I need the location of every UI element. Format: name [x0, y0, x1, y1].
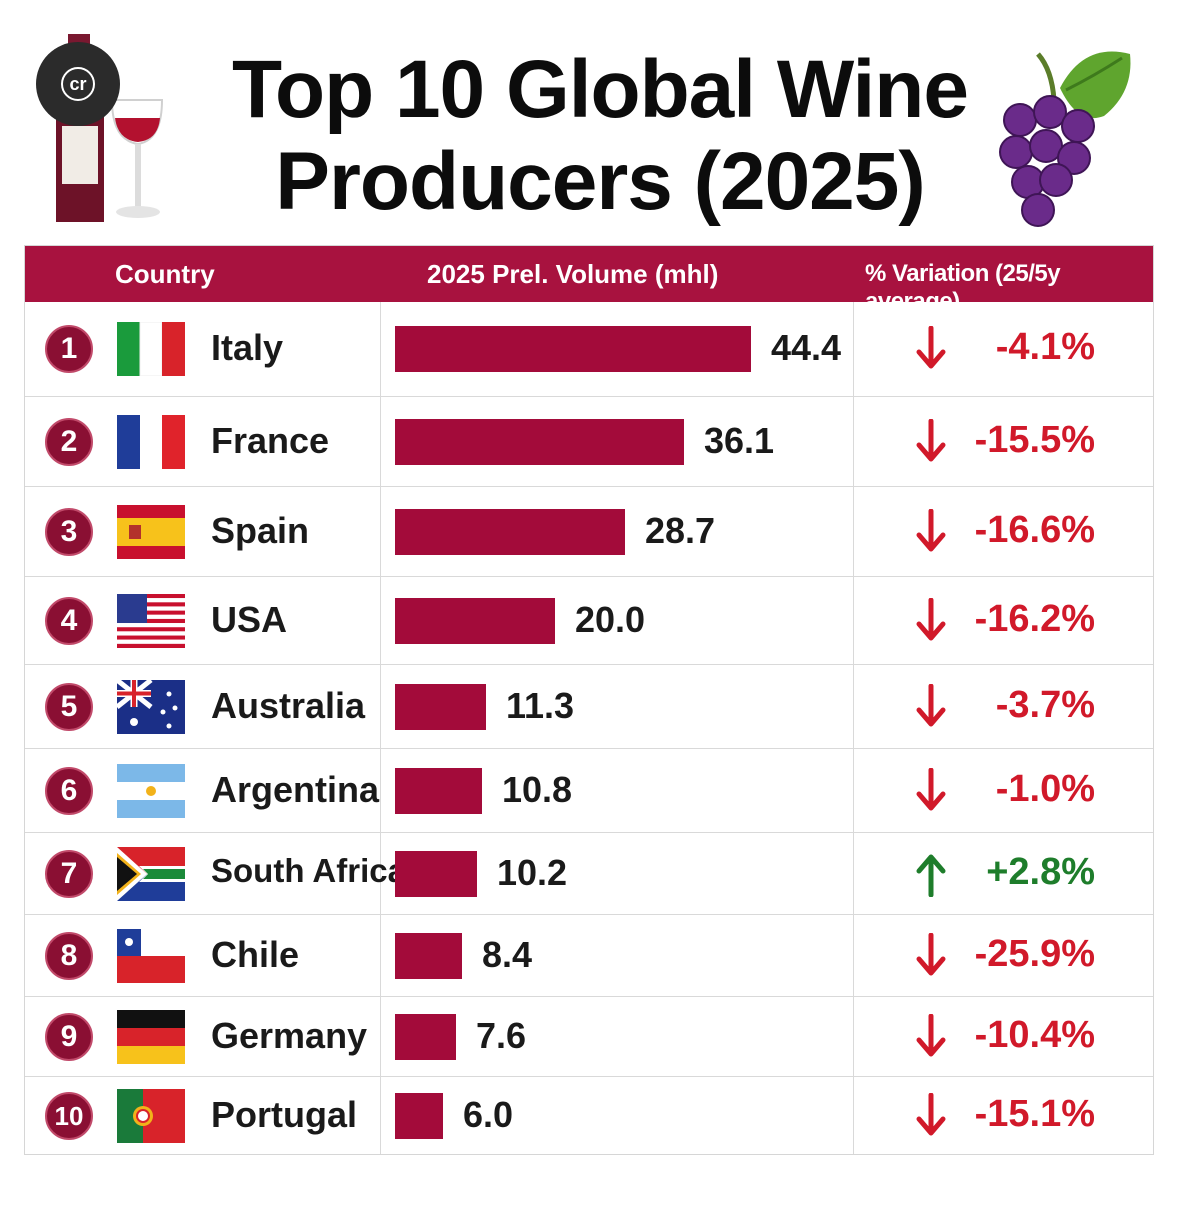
volume-bar — [395, 768, 482, 814]
variation-value: -16.2% — [974, 598, 1095, 640]
producers-table: Country 2025 Prel. Volume (mhl) % Variat… — [24, 245, 1154, 1155]
table-row: 9 Germany 7.6 -10.4% — [25, 996, 1153, 1076]
arrow-down-icon — [913, 325, 949, 372]
chart-title: Top 10 Global Wine Producers (2025) — [200, 44, 1000, 228]
arrow-down-icon — [913, 683, 949, 730]
volume-label: 7.6 — [476, 1015, 527, 1056]
variation-value: -15.1% — [974, 1093, 1095, 1135]
variation-value: -25.9% — [974, 933, 1095, 975]
volume-bar — [395, 598, 555, 644]
table-row: 4 USA 20.0 -16.2% — [25, 576, 1153, 664]
variation-value: -16.6% — [974, 509, 1095, 551]
germany-flag-icon — [117, 1010, 185, 1064]
title-line-2: Producers (2025) — [275, 136, 925, 227]
table-header: Country 2025 Prel. Volume (mhl) % Variat… — [25, 246, 1153, 315]
volume-label: 28.7 — [645, 510, 716, 551]
column-divider — [853, 302, 854, 1154]
header-variation: % Variation (25/5y average) — [865, 260, 1061, 315]
italy-flag-icon — [117, 322, 185, 376]
volume-label: 8.4 — [482, 934, 533, 975]
volume-label: 36.1 — [704, 420, 775, 461]
creator-badge: cr — [36, 42, 120, 126]
column-divider — [380, 302, 381, 1154]
arrow-up-icon — [913, 851, 949, 898]
rank-badge: 2 — [45, 418, 93, 466]
volume-label: 11.3 — [506, 685, 575, 726]
rank-badge: 4 — [45, 597, 93, 645]
argentina-flag-icon — [117, 764, 185, 818]
country-name: Spain — [211, 510, 310, 551]
variation-value: -10.4% — [974, 1014, 1095, 1056]
volume-bar — [395, 419, 684, 465]
badge-label: cr — [61, 67, 95, 101]
table-row: 7 South Africa 10.2 +2.8% — [25, 832, 1153, 914]
usa-flag-icon — [117, 594, 185, 648]
volume-label: 10.8 — [502, 769, 573, 810]
country-name: Germany — [211, 1015, 368, 1056]
south-africa-flag-icon — [117, 847, 185, 901]
volume-bar — [395, 509, 625, 555]
arrow-down-icon — [913, 508, 949, 555]
variation-value: -1.0% — [995, 768, 1095, 810]
volume-bar — [395, 684, 486, 730]
rank-badge: 5 — [45, 683, 93, 731]
arrow-down-icon — [913, 418, 949, 465]
variation-value: -3.7% — [995, 684, 1095, 726]
country-name: Italy — [211, 327, 284, 368]
france-flag-icon — [117, 415, 185, 469]
country-name: Australia — [211, 685, 366, 726]
arrow-down-icon — [913, 1092, 949, 1139]
title-line-1: Top 10 Global Wine — [231, 44, 969, 135]
spain-flag-icon — [117, 505, 185, 559]
volume-bar — [395, 1093, 443, 1139]
country-name: Argentina — [211, 769, 380, 810]
table-row: 2 France 36.1 -15.5% — [25, 396, 1153, 486]
country-name: France — [211, 420, 330, 461]
volume-label: 10.2 — [497, 852, 568, 893]
rank-badge: 1 — [45, 325, 93, 373]
arrow-down-icon — [913, 1013, 949, 1060]
rank-badge: 8 — [45, 932, 93, 980]
variation-value: +2.8% — [986, 851, 1095, 893]
country-name: South Africa — [211, 852, 406, 889]
grapes-icon — [999, 51, 1131, 227]
rank-badge: 6 — [45, 767, 93, 815]
header-country: Country — [115, 259, 215, 289]
chile-flag-icon — [117, 929, 185, 983]
rank-badge: 7 — [45, 850, 93, 898]
volume-label: 20.0 — [575, 599, 646, 640]
australia-flag-icon — [117, 680, 185, 734]
header-volume: 2025 Prel. Volume (mhl) — [427, 259, 719, 289]
table-row: 1 Italy 44.4 -4.1% — [25, 302, 1153, 396]
portugal-flag-icon — [117, 1089, 185, 1143]
volume-bar — [395, 851, 477, 897]
table-row: 8 Chile 8.4 -25.9% — [25, 914, 1153, 996]
table-row: 6 Argentina 10.8 -1.0% — [25, 748, 1153, 832]
volume-label: 44.4 — [771, 327, 842, 368]
volume-label: 6.0 — [463, 1094, 514, 1135]
country-name: Portugal — [211, 1094, 358, 1135]
volume-bar — [395, 326, 751, 372]
rank-badge: 3 — [45, 508, 93, 556]
arrow-down-icon — [913, 932, 949, 979]
variation-value: -15.5% — [974, 419, 1095, 461]
country-name: USA — [211, 599, 288, 640]
arrow-down-icon — [913, 767, 949, 814]
table-row: 5 Australia 11.3 -3.7% — [25, 664, 1153, 748]
variation-value: -4.1% — [995, 326, 1095, 368]
table-row: 3 Spain 28.7 -16.6% — [25, 486, 1153, 576]
rank-badge: 9 — [45, 1013, 93, 1061]
country-name: Chile — [211, 934, 300, 975]
volume-bar — [395, 1014, 456, 1060]
rank-badge: 10 — [45, 1092, 93, 1140]
arrow-down-icon — [913, 597, 949, 644]
table-row: 10 Portugal 6.0 -15.1% — [25, 1076, 1153, 1154]
volume-bar — [395, 933, 462, 979]
